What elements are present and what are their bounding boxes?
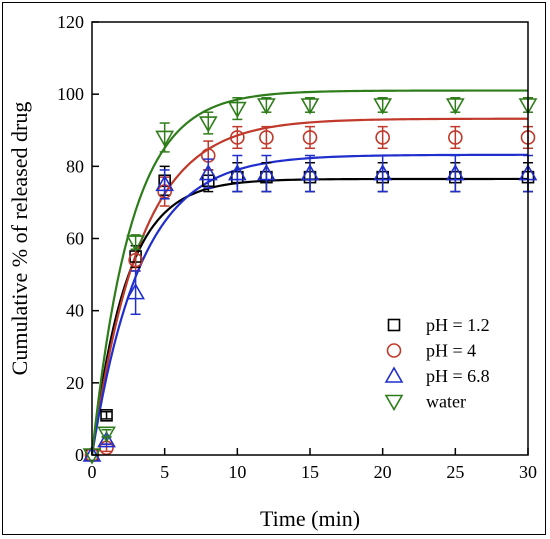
data-point [155, 174, 175, 192]
data-point [230, 130, 245, 145]
legend-label: water [426, 392, 466, 412]
legend-label: pH = 4 [426, 341, 476, 361]
legend-marker [384, 394, 404, 412]
x-tick-label: 0 [88, 462, 97, 482]
y-tick-label: 20 [66, 373, 84, 393]
data-point [198, 116, 218, 133]
legend-marker [386, 343, 402, 358]
legend-label: pH = 6.8 [426, 366, 490, 386]
data-point [375, 130, 390, 145]
y-tick-label: 0 [75, 445, 84, 465]
data-point [259, 130, 274, 145]
y-tick-label: 60 [66, 229, 84, 249]
legend: pH = 1.2 pH = 4 pH = 6.8 water [384, 315, 490, 412]
y-tick-label: 120 [57, 12, 84, 32]
data-point [257, 163, 276, 181]
y-tick-label: 40 [66, 301, 84, 321]
data-point [126, 235, 145, 252]
plot-marks [82, 89, 538, 465]
x-tick-label: 10 [228, 462, 246, 482]
x-tick-label: 5 [160, 462, 169, 482]
y-axis-title: Cumulative % of released drug [7, 102, 32, 376]
data-point [155, 130, 175, 148]
data-point [100, 409, 113, 422]
plot-area-border [91, 21, 529, 456]
data-point [257, 98, 276, 115]
data-point [198, 163, 218, 181]
legend-label: pH = 1.2 [426, 315, 490, 335]
legend-marker [387, 318, 401, 332]
data-point [97, 430, 116, 448]
y-tick-label: 80 [66, 156, 84, 176]
x-tick-label: 15 [301, 462, 319, 482]
data-point [128, 252, 143, 268]
data-point [302, 130, 318, 145]
data-point [445, 163, 465, 181]
data-point [373, 98, 393, 115]
x-axis-title: Time (min) [260, 506, 360, 531]
x-tick-label: 30 [519, 462, 537, 482]
data-point [126, 283, 145, 300]
data-point [227, 163, 247, 181]
data-point [445, 98, 465, 115]
data-point [448, 130, 463, 145]
data-point [300, 98, 320, 115]
data-point [373, 163, 393, 181]
x-tick-label: 25 [446, 462, 464, 482]
data-point [300, 163, 320, 181]
y-tick-label: 100 [57, 84, 84, 104]
data-point [97, 426, 116, 443]
x-tick-label: 20 [374, 462, 392, 482]
chart-frame [2, 2, 546, 535]
legend-marker [384, 366, 404, 383]
axes: 0 5 10 15 20 25 30 0 20 40 60 80 100 120 [57, 12, 537, 482]
data-point [227, 101, 247, 119]
data-point [82, 445, 102, 462]
